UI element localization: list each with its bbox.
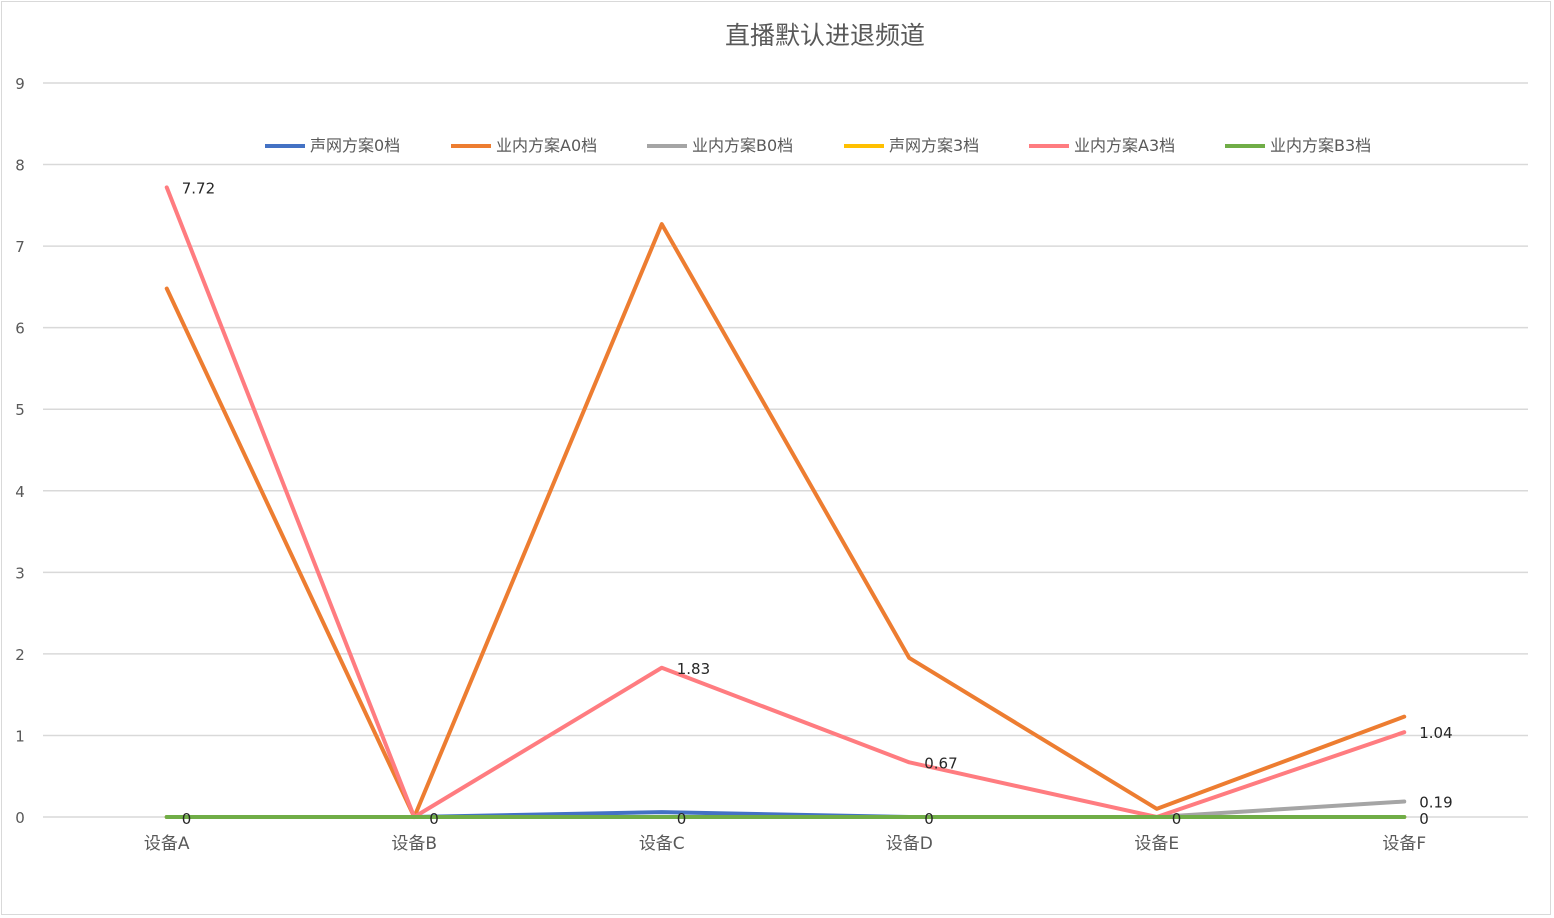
legend-item[interactable]: 业内方案B0档: [647, 136, 793, 155]
legend-label: 业内方案A0档: [496, 136, 597, 155]
y-tick-label: 5: [15, 401, 25, 419]
data-label: 0.67: [924, 754, 957, 772]
data-label: 1.83: [677, 660, 710, 678]
legend-label: 业内方案B3档: [1270, 136, 1371, 155]
y-tick-label: 7: [15, 238, 25, 256]
legend-item[interactable]: 声网方案3档: [844, 136, 979, 155]
y-tick-label: 9: [15, 75, 25, 93]
y-tick-label: 0: [15, 809, 25, 827]
y-tick-label: 1: [15, 727, 25, 745]
y-tick-label: 2: [15, 646, 25, 664]
data-label: 0: [1419, 810, 1429, 828]
legend-item[interactable]: 声网方案0档: [265, 136, 400, 155]
data-label: 0: [924, 810, 934, 828]
legend-item[interactable]: 业内方案A0档: [451, 136, 597, 155]
x-tick-label: 设备F: [1382, 834, 1426, 854]
data-label: 0: [182, 810, 192, 828]
x-tick-label: 设备E: [1134, 834, 1179, 854]
x-tick-label: 设备A: [144, 834, 190, 854]
data-label: 0: [429, 810, 439, 828]
data-label: 0.19: [1419, 794, 1452, 812]
x-tick-label: 设备D: [886, 834, 933, 854]
x-tick-label: 设备C: [639, 834, 685, 854]
data-label: 0: [677, 810, 687, 828]
legend-label: 声网方案0档: [310, 136, 400, 155]
series-line: [164, 185, 1407, 819]
data-label: 7.72: [182, 179, 215, 197]
y-tick-label: 3: [15, 564, 25, 582]
legend-label: 业内方案A3档: [1074, 136, 1175, 155]
legend-item[interactable]: 业内方案A3档: [1029, 136, 1175, 155]
x-tick-label: 设备B: [391, 834, 437, 854]
legend-item[interactable]: 业内方案B3档: [1225, 136, 1371, 155]
y-tick-label: 6: [15, 320, 25, 338]
y-tick-label: 4: [15, 483, 25, 501]
data-label: 0: [1172, 810, 1182, 828]
legend-label: 业内方案B0档: [692, 136, 793, 155]
legend-label: 声网方案3档: [889, 136, 979, 155]
data-label: 1.04: [1419, 724, 1452, 742]
y-tick-label: 8: [15, 157, 25, 175]
series-line: [164, 222, 1407, 819]
chart-title: 直播默认进退频道: [725, 21, 925, 50]
